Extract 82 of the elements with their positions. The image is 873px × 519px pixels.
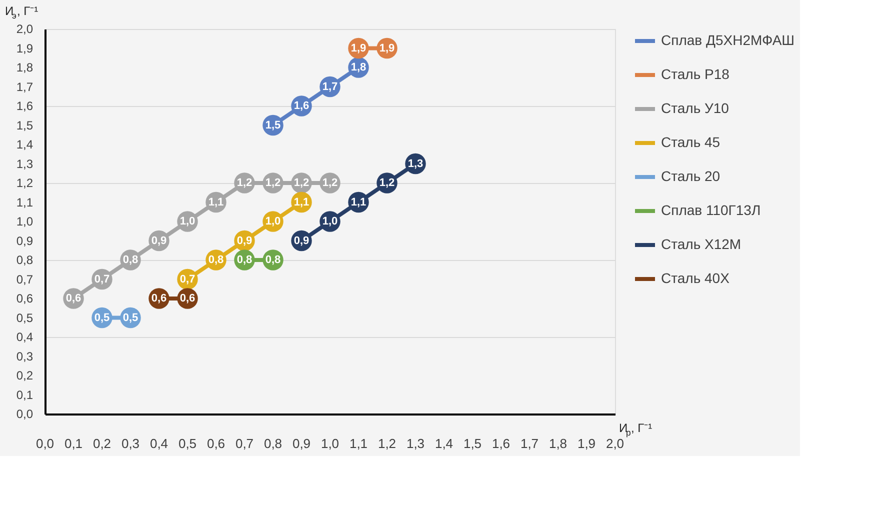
data-label: 0,8 bbox=[236, 254, 252, 266]
y-tick-label: 0,8 bbox=[16, 253, 34, 267]
data-label: 0,5 bbox=[122, 312, 138, 324]
y-tick-label: 1,5 bbox=[16, 118, 34, 132]
data-label: 1,1 bbox=[208, 196, 224, 208]
data-label: 1,8 bbox=[350, 62, 366, 74]
legend-label: Сталь Р18 bbox=[661, 66, 730, 82]
data-label: 0,8 bbox=[265, 254, 281, 266]
x-tick-label: 0,3 bbox=[121, 436, 140, 451]
data-label: 1,1 bbox=[350, 196, 366, 208]
data-label: 1,0 bbox=[265, 216, 281, 228]
legend-label: Сталь 20 bbox=[661, 168, 720, 184]
x-tick-label: 1,7 bbox=[520, 436, 539, 451]
legend-label: Сплав 110Г13Л bbox=[661, 202, 761, 218]
x-tick-label: 1,1 bbox=[349, 436, 368, 451]
y-tick-label: 1,9 bbox=[16, 41, 34, 56]
x-tick-label: 0,5 bbox=[178, 436, 197, 451]
y-tick-label: 0,7 bbox=[16, 272, 34, 286]
data-label: 1,3 bbox=[408, 158, 424, 170]
legend-label: Сталь Х12М bbox=[661, 236, 742, 252]
y-tick-label: 0,0 bbox=[16, 407, 34, 421]
data-label: 0,6 bbox=[151, 292, 167, 304]
data-label: 1,9 bbox=[350, 42, 366, 54]
y-tick-label: 0,6 bbox=[16, 292, 34, 306]
data-label: 1,2 bbox=[236, 177, 252, 189]
x-tick-label: 1,0 bbox=[320, 436, 340, 451]
x-tick-label: 1,2 bbox=[378, 436, 396, 451]
y-tick-label: 1,6 bbox=[16, 99, 34, 113]
data-label: 1,6 bbox=[294, 100, 310, 112]
x-tick-label: 1,3 bbox=[406, 436, 425, 451]
data-label: 0,8 bbox=[122, 254, 138, 266]
data-label: 0,6 bbox=[66, 292, 82, 304]
y-tick-label: 1,7 bbox=[16, 80, 34, 94]
data-label: 1,0 bbox=[180, 216, 196, 228]
data-label: 0,8 bbox=[208, 254, 224, 266]
y-tick-label: 0,3 bbox=[16, 349, 34, 364]
y-tick-label: 2,0 bbox=[16, 22, 34, 36]
data-label: 1,7 bbox=[322, 80, 338, 93]
x-tick-label: 1,4 bbox=[434, 436, 454, 451]
legend-label: Сталь У10 bbox=[661, 100, 730, 116]
data-label: 0,7 bbox=[94, 273, 110, 286]
data-label: 0,7 bbox=[180, 273, 196, 286]
x-tick-label: 0,4 bbox=[150, 436, 168, 451]
data-label: 1,5 bbox=[265, 119, 281, 132]
legend-label: Сталь 45 bbox=[661, 134, 720, 150]
data-label: 1,1 bbox=[294, 196, 310, 208]
x-tick-label: 2,0 bbox=[606, 436, 624, 451]
data-label: 1,2 bbox=[322, 177, 338, 189]
y-tick-label: 0,5 bbox=[16, 310, 34, 325]
x-tick-label: 0,6 bbox=[206, 436, 226, 451]
data-label: 0,9 bbox=[236, 234, 252, 247]
y-tick-label: 1,4 bbox=[16, 138, 34, 152]
x-tick-label: 0,7 bbox=[235, 436, 254, 451]
data-label: 1,2 bbox=[379, 177, 395, 189]
data-label: 1,2 bbox=[294, 177, 310, 189]
x-tick-label: 1,8 bbox=[548, 436, 568, 451]
data-label: 1,2 bbox=[265, 177, 281, 189]
y-tick-label: 0,1 bbox=[16, 388, 34, 402]
x-tick-label: 1,5 bbox=[463, 436, 482, 451]
legend-label: Сталь 40Х bbox=[661, 270, 730, 286]
y-tick-label: 0,9 bbox=[16, 234, 34, 248]
x-tick-label: 1,9 bbox=[577, 436, 596, 451]
x-tick-label: 0,1 bbox=[64, 436, 83, 451]
y-tick-label: 1,8 bbox=[16, 60, 34, 74]
y-tick-label: 0,4 bbox=[16, 330, 34, 344]
x-tick-label: 0,8 bbox=[264, 436, 282, 451]
x-tick-label: 0,0 bbox=[36, 436, 54, 451]
legend-label: Сплав Д5ХН2МФАШ bbox=[661, 32, 794, 48]
y-tick-label: 1,0 bbox=[16, 214, 34, 228]
data-label: 0,6 bbox=[180, 292, 196, 304]
data-label: 1,0 bbox=[322, 216, 338, 228]
data-label: 0,9 bbox=[294, 234, 310, 247]
y-tick-label: 1,2 bbox=[16, 176, 34, 190]
y-tick-label: 1,1 bbox=[16, 195, 34, 210]
data-label: 0,9 bbox=[151, 234, 167, 247]
data-label: 0,5 bbox=[94, 312, 110, 324]
x-tick-label: 1,6 bbox=[492, 436, 510, 451]
y-tick-label: 0,2 bbox=[16, 368, 34, 382]
data-label: 1,9 bbox=[379, 42, 395, 54]
x-tick-label: 0,2 bbox=[92, 436, 112, 451]
y-tick-label: 1,3 bbox=[16, 156, 34, 171]
x-tick-label: 0,9 bbox=[292, 436, 311, 451]
